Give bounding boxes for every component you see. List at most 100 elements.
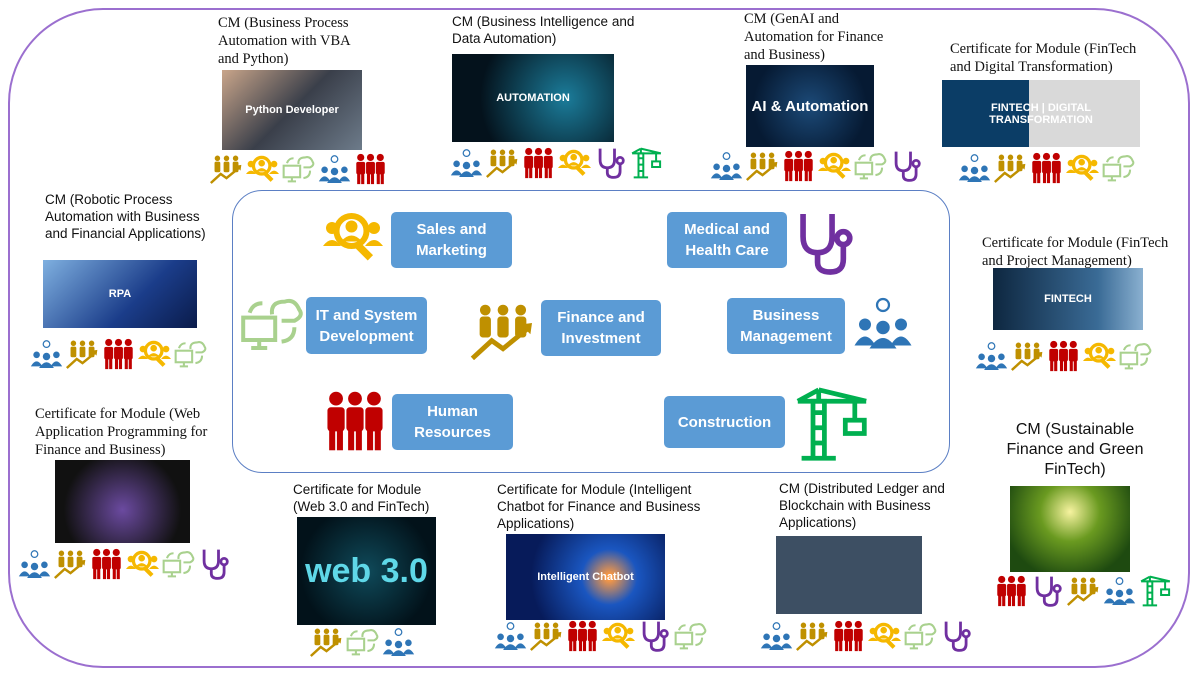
course-image: RPA: [43, 260, 197, 328]
people-growth-arrow-icon: [530, 620, 563, 652]
sales-magnifier-icon: [320, 210, 386, 264]
sector-icons: [494, 620, 707, 652]
sales-magnifier-icon: [126, 548, 159, 580]
stethoscope-icon: [940, 620, 973, 652]
people-group-icon: [1030, 152, 1063, 184]
people-growth-arrow-icon: [1011, 340, 1044, 372]
people-growth-arrow-icon: [54, 548, 87, 580]
sales-magnifier-icon: [868, 620, 901, 652]
people-group-icon: [354, 153, 387, 185]
team-lightbulb-icon: [975, 340, 1008, 372]
computer-cloud-sync-icon: [346, 626, 379, 658]
sales-magnifier-icon: [246, 153, 279, 185]
sector-label: Construction: [677, 413, 772, 431]
stethoscope-icon: [890, 150, 923, 182]
sector-label: Finance and Investment: [557, 309, 645, 347]
sector-panel: [232, 190, 950, 473]
course-title: Certificate for Module (FinTech and Digi…: [950, 41, 1137, 76]
computer-cloud-sync-icon: [1102, 152, 1135, 184]
course-image: AUTOMATION: [452, 54, 614, 142]
team-lightbulb-icon: [1103, 575, 1136, 607]
computer-cloud-sync-icon: [674, 620, 707, 652]
crane-icon: [793, 386, 871, 462]
sector-sales-and-marketing: Sales and Marketing: [391, 212, 512, 268]
people-growth-arrow-icon: [310, 626, 343, 658]
stethoscope-icon: [594, 147, 627, 179]
team-lightbulb-icon: [18, 548, 51, 580]
course-image: [55, 460, 190, 543]
course-title: CM (Sustainable Finance and Green FinTec…: [1006, 421, 1144, 478]
sales-magnifier-icon: [602, 620, 635, 652]
image-caption: RPA: [108, 288, 132, 300]
computer-cloud-sync-icon: [174, 338, 207, 370]
sales-magnifier-icon: [818, 150, 851, 182]
sector-icons: [310, 626, 415, 658]
sector-icons: [210, 153, 387, 185]
image-caption: FINTECH | DIGITAL TRANSFORMATION: [989, 101, 1093, 126]
sector-medical-and-health-care: Medical and Health Care: [667, 212, 787, 268]
sector-label: Business Management: [740, 307, 832, 345]
computer-cloud-sync-icon: [162, 548, 195, 580]
people-growth-arrow-icon: [994, 152, 1027, 184]
course-image: Intelligent Chatbot: [506, 534, 665, 620]
team-lightbulb-icon: [958, 152, 991, 184]
people-group-icon: [102, 338, 135, 370]
course-image: [776, 536, 922, 614]
sector-icons: [760, 620, 973, 652]
crane-icon: [1139, 575, 1172, 607]
crane-icon: [630, 147, 663, 179]
course-title: CM (Business Process Automation with VBA…: [218, 15, 350, 68]
team-lightbulb-icon: [450, 147, 483, 179]
course-title: Certificate for Module (Web Application …: [35, 406, 208, 459]
image-caption: FINTECH: [1044, 293, 1092, 305]
image-caption: web 3.0: [305, 551, 428, 590]
sales-magnifier-icon: [558, 147, 591, 179]
course-title: CM (Distributed Ledger and Blockchain wi…: [779, 481, 945, 530]
sector-icons: [958, 152, 1135, 184]
sector-label: Human Resources: [414, 403, 491, 441]
sector-icons: [450, 147, 663, 179]
people-group-icon: [522, 147, 555, 179]
people-group-icon: [566, 620, 599, 652]
computer-cloud-sync-icon: [904, 620, 937, 652]
computer-cloud-sync-icon: [240, 292, 304, 356]
sales-magnifier-icon: [1066, 152, 1099, 184]
stethoscope-icon: [1031, 575, 1064, 607]
sector-label: Medical and Health Care: [684, 221, 770, 259]
team-lightbulb-icon: [760, 620, 793, 652]
people-group-icon: [1047, 340, 1080, 372]
people-growth-arrow-icon: [210, 153, 243, 185]
sector-business-management: Business Management: [727, 298, 845, 354]
team-lightbulb-icon: [494, 620, 527, 652]
stethoscope-icon: [795, 210, 853, 276]
people-growth-arrow-icon: [486, 147, 519, 179]
people-growth-arrow-icon: [1067, 575, 1100, 607]
course-image: [1010, 486, 1130, 572]
sector-label: Sales and Marketing: [416, 221, 487, 259]
course-image: Python Developer: [222, 70, 362, 150]
computer-cloud-sync-icon: [854, 150, 887, 182]
stethoscope-icon: [638, 620, 671, 652]
course-image: AI & Automation: [746, 65, 874, 147]
sector-icons: [995, 575, 1172, 607]
image-caption: Python Developer: [245, 104, 339, 116]
image-caption: Intelligent Chatbot: [537, 571, 634, 583]
course-title: CM (GenAI and Automation for Finance and…: [744, 11, 884, 64]
team-lightbulb-icon: [853, 294, 913, 352]
people-group-icon: [832, 620, 865, 652]
team-lightbulb-icon: [710, 150, 743, 182]
stethoscope-icon: [198, 548, 231, 580]
image-caption: AI & Automation: [751, 97, 869, 115]
sales-magnifier-icon: [1083, 340, 1116, 372]
computer-cloud-sync-icon: [1119, 340, 1152, 372]
course-title: CM (Business Intelligence and Data Autom…: [452, 14, 635, 46]
sector-icons: [975, 340, 1152, 372]
sector-it-and-system-development: IT and System Development: [306, 297, 427, 354]
course-image: FINTECH | DIGITAL TRANSFORMATION: [942, 80, 1140, 147]
team-lightbulb-icon: [318, 153, 351, 185]
sector-icons: [30, 338, 207, 370]
sector-construction: Construction: [664, 396, 785, 448]
course-image: FINTECH: [993, 268, 1143, 330]
people-growth-arrow-icon: [66, 338, 99, 370]
sector-icons: [18, 548, 231, 580]
